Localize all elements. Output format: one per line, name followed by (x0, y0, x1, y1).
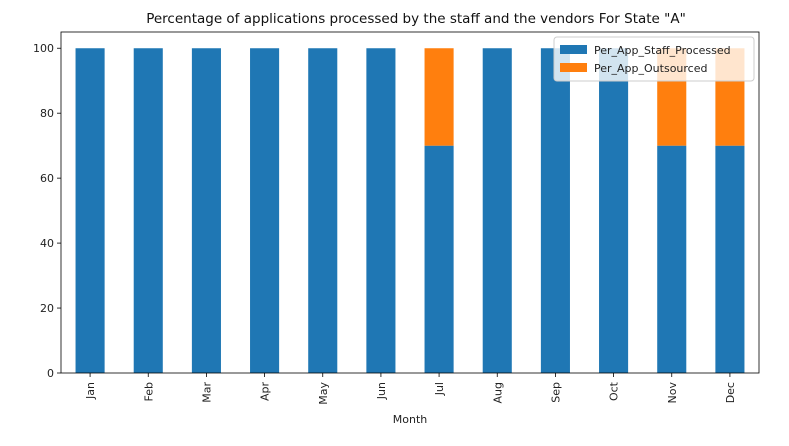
bar-staff-jul (424, 145, 454, 373)
y-tick-label: 20 (40, 302, 54, 315)
x-axis-label: Month (393, 413, 428, 426)
bar-staff-dec (715, 145, 745, 373)
x-tick-label-mar: Mar (200, 382, 213, 403)
x-tick-label-may: May (317, 382, 330, 405)
y-tick-label: 0 (47, 367, 54, 380)
x-tick-label-jan: Jan (84, 382, 97, 400)
y-tick-label: 60 (40, 172, 54, 185)
bar-staff-jan (75, 48, 105, 374)
bar-staff-jun (366, 48, 396, 374)
y-tick-label: 100 (33, 42, 54, 55)
y-tick-label: 80 (40, 107, 54, 120)
legend-label-outsourced: Per_App_Outsourced (594, 62, 707, 75)
bar-staff-nov (657, 145, 687, 373)
legend-box (553, 36, 755, 82)
x-tick-label-feb: Feb (142, 382, 155, 401)
x-tick-label-aug: Aug (491, 382, 504, 403)
chart-title: Percentage of applications processed by … (146, 11, 686, 27)
x-tick-label-nov: Nov (666, 382, 679, 404)
bar-staff-feb (133, 48, 163, 374)
x-tick-label-oct: Oct (608, 381, 621, 401)
bar-staff-apr (250, 48, 280, 374)
bar-outsourced-jul (424, 48, 454, 146)
plot-area: 0 20 40 60 80 100 Jan Feb Mar Apr May Jun Jul Aug Sep O… (33, 31, 760, 405)
legend-swatch-staff (560, 45, 587, 54)
x-tick-label-sep: Sep (549, 382, 562, 403)
x-tick-label-apr: Apr (259, 382, 272, 402)
x-tick-label-dec: Dec (724, 382, 737, 403)
x-tick-label-jul: Jul (433, 382, 446, 396)
bar-staff-aug (482, 48, 512, 374)
bar-staff-mar (191, 48, 221, 374)
legend-swatch-outsourced (560, 63, 587, 72)
y-tick-label: 40 (40, 237, 54, 250)
legend-label-staff: Per_App_Staff_Processed (594, 44, 731, 57)
bar-staff-may (308, 48, 338, 374)
plot-frame (60, 31, 760, 374)
bar-staff-sep (540, 48, 570, 374)
x-tick-label-jun: Jun (375, 382, 388, 400)
bar-staff-oct (599, 48, 629, 374)
